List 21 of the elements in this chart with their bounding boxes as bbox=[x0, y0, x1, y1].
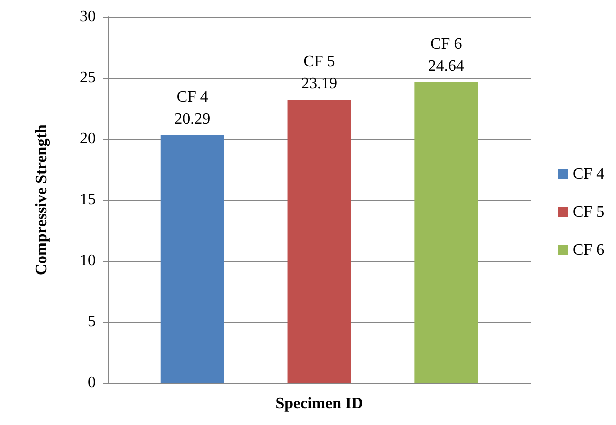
y-tick-label: 10 bbox=[80, 252, 96, 270]
data-label: 20.29 bbox=[174, 110, 211, 128]
legend-label: CF 6 bbox=[573, 242, 605, 259]
legend-label: CF 5 bbox=[573, 204, 605, 221]
y-tick-label: 15 bbox=[80, 192, 96, 209]
y-tick-label: 20 bbox=[80, 130, 96, 148]
data-label: 23.19 bbox=[302, 76, 338, 93]
bar bbox=[288, 100, 352, 384]
text: CF 5 bbox=[304, 54, 336, 71]
y-axis-title: Compressive Strength bbox=[34, 124, 50, 276]
bar bbox=[160, 135, 224, 384]
x-axis-title: Specimen ID bbox=[276, 396, 364, 412]
y-tick-label: 0 bbox=[88, 374, 96, 392]
text: CF 4 bbox=[176, 88, 208, 106]
y-tick-label: 25 bbox=[80, 70, 96, 87]
text: CF 6 bbox=[430, 36, 462, 53]
y-tick-label: 30 bbox=[80, 8, 96, 26]
data-label: 24.64 bbox=[428, 58, 464, 75]
bar bbox=[414, 82, 478, 384]
legend-label: CF 4 bbox=[573, 166, 605, 183]
y-tick-label: 5 bbox=[88, 314, 96, 331]
